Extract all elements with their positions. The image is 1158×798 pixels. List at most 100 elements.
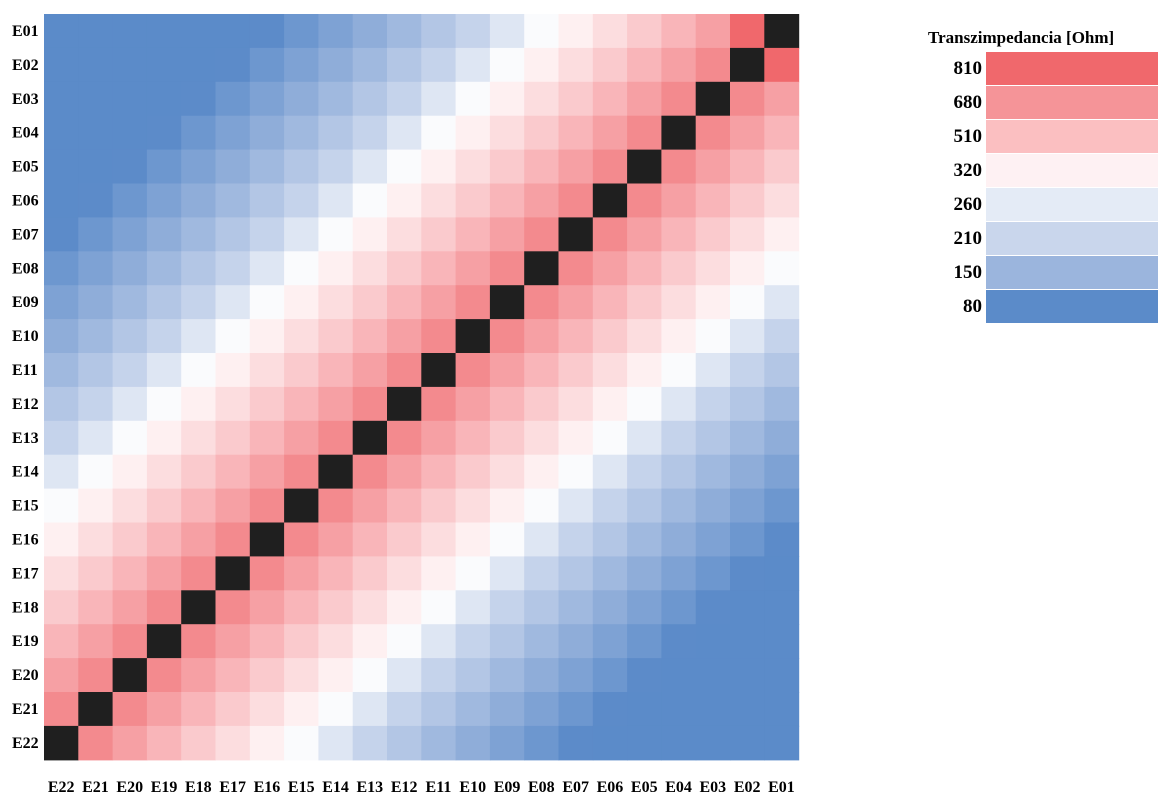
column-label-E18: E18 bbox=[185, 779, 212, 796]
heatmap-cell-E20-E22 bbox=[44, 658, 79, 693]
heatmap-cell-E13-E18 bbox=[181, 420, 217, 456]
heatmap-cell-E19-E06 bbox=[592, 624, 628, 659]
heatmap-cell-E10-E22 bbox=[44, 319, 79, 354]
heatmap-cell-E22-E15 bbox=[284, 725, 319, 761]
heatmap-cell-E12-E07 bbox=[558, 386, 594, 422]
heatmap-cell-E01-E16 bbox=[249, 14, 285, 49]
heatmap-cell-E22-E22 bbox=[44, 725, 79, 761]
heatmap-cell-E11-E10 bbox=[455, 353, 491, 388]
heatmap-cell-E03-E09 bbox=[489, 81, 525, 117]
heatmap-cell-E17-E06 bbox=[592, 556, 628, 591]
heatmap-cell-E03-E22 bbox=[44, 81, 79, 117]
heatmap-cell-E15-E19 bbox=[146, 488, 182, 524]
column-label-E22: E22 bbox=[48, 779, 75, 796]
heatmap-cell-E11-E17 bbox=[215, 353, 251, 388]
heatmap-cell-E15-E06 bbox=[592, 488, 628, 524]
row-label-E04: E04 bbox=[12, 125, 39, 142]
heatmap-cell-E05-E15 bbox=[284, 149, 319, 185]
heatmap-cell-E16-E16 bbox=[249, 522, 285, 557]
heatmap-cell-E22-E06 bbox=[592, 725, 628, 761]
heatmap-cell-E09-E12 bbox=[387, 285, 422, 320]
heatmap-cell-E19-E16 bbox=[249, 624, 285, 659]
row-labels: E01 E02 E03 E04 E05 E06 E07 E08 E09 E10 E11 E12 E13 E… bbox=[12, 23, 39, 752]
heatmap-cell-E03-E19 bbox=[146, 81, 182, 117]
heatmap-cell-E20-E05 bbox=[627, 658, 662, 693]
heatmap-cell-E17-E13 bbox=[352, 556, 388, 591]
legend-value: 320 bbox=[953, 159, 983, 181]
heatmap-cell-E05-E19 bbox=[146, 149, 182, 185]
heatmap-cell-E08-E12 bbox=[387, 251, 422, 286]
heatmap-cell-E14-E05 bbox=[627, 454, 662, 490]
heatmap-cell-E10-E04 bbox=[661, 319, 697, 354]
heatmap-cell-E09-E13 bbox=[352, 285, 388, 320]
heatmap-cell-E11-E04 bbox=[661, 353, 697, 388]
heatmap-cell-E22-E01 bbox=[764, 725, 800, 761]
heatmap-cell-E11-E15 bbox=[284, 353, 319, 388]
heatmap-cell-E18-E22 bbox=[44, 590, 79, 625]
legend-swatch bbox=[986, 120, 1158, 153]
heatmap-cell-E17-E11 bbox=[421, 556, 457, 591]
heatmap-cell-E06-E21 bbox=[78, 183, 114, 218]
legend-entry-210: 210 bbox=[928, 222, 1158, 255]
heatmap-cell-E08-E20 bbox=[112, 251, 148, 286]
heatmap-cell-E02-E05 bbox=[627, 47, 662, 83]
heatmap-cell-E14-E21 bbox=[78, 454, 114, 490]
heatmap-cell-E08-E06 bbox=[592, 251, 628, 286]
heatmap-cell-E16-E11 bbox=[421, 522, 457, 557]
heatmap-cell-E13-E20 bbox=[112, 420, 148, 456]
heatmap-cell-E16-E20 bbox=[112, 522, 148, 557]
heatmap-cell-E05-E14 bbox=[318, 149, 354, 185]
heatmap-cell-E01-E07 bbox=[558, 14, 594, 49]
heatmap-cell-E03-E17 bbox=[215, 81, 251, 117]
heatmap-cell-E04-E10 bbox=[455, 115, 491, 151]
heatmap-cell-E15-E14 bbox=[318, 488, 354, 524]
heatmap-cell-E12-E13 bbox=[352, 386, 388, 422]
heatmap-cell-E13-E16 bbox=[249, 420, 285, 456]
row-label-E15: E15 bbox=[12, 498, 39, 515]
heatmap-cell-E04-E14 bbox=[318, 115, 354, 151]
heatmap-cell-E04-E21 bbox=[78, 115, 114, 151]
heatmap-cell-E21-E14 bbox=[318, 692, 354, 727]
heatmap-cell-E22-E21 bbox=[78, 725, 114, 761]
heatmap-cell-E12-E04 bbox=[661, 386, 697, 422]
heatmap-cell-E14-E15 bbox=[284, 454, 319, 490]
heatmap-cell-E11-E08 bbox=[524, 353, 560, 388]
heatmap-cell-E04-E06 bbox=[592, 115, 628, 151]
row-label-E01: E01 bbox=[12, 23, 39, 40]
heatmap-cell-E01-E22 bbox=[44, 14, 79, 49]
heatmap-cell-E19-E04 bbox=[661, 624, 697, 659]
heatmap-cell-E17-E17 bbox=[215, 556, 251, 591]
heatmap-cell-E16-E09 bbox=[489, 522, 525, 557]
heatmap-cell-E10-E15 bbox=[284, 319, 319, 354]
heatmap-cell-E15-E10 bbox=[455, 488, 491, 524]
heatmap-cell-E18-E07 bbox=[558, 590, 594, 625]
heatmap-cell-E02-E09 bbox=[489, 47, 525, 83]
heatmap-cell-E13-E03 bbox=[695, 420, 731, 456]
heatmap-cell-E16-E19 bbox=[146, 522, 182, 557]
heatmap-cell-E14-E04 bbox=[661, 454, 697, 490]
heatmap-cell-E01-E09 bbox=[489, 14, 525, 49]
heatmap-cell-E16-E08 bbox=[524, 522, 560, 557]
heatmap-cell-E07-E20 bbox=[112, 217, 148, 252]
heatmap-cell-E06-E01 bbox=[764, 183, 800, 218]
heatmap-cell-E20-E06 bbox=[592, 658, 628, 693]
heatmap-cell-E08-E16 bbox=[249, 251, 285, 286]
heatmap-cell-E09-E11 bbox=[421, 285, 457, 320]
heatmap-cell-E01-E15 bbox=[284, 14, 319, 49]
heatmap-cell-E17-E19 bbox=[146, 556, 182, 591]
heatmap-cell-E09-E04 bbox=[661, 285, 697, 320]
heatmap-cell-E05-E04 bbox=[661, 149, 697, 185]
heatmap-cell-E03-E18 bbox=[181, 81, 217, 117]
legend-entry-150: 150 bbox=[928, 256, 1158, 289]
heatmap-cell-E04-E04 bbox=[661, 115, 697, 151]
heatmap-cell-E10-E12 bbox=[387, 319, 422, 354]
heatmap-cell-E03-E06 bbox=[592, 81, 628, 117]
heatmap-cell-E16-E18 bbox=[181, 522, 217, 557]
heatmap-cell-E11-E01 bbox=[764, 353, 800, 388]
heatmap-cell-E13-E11 bbox=[421, 420, 457, 456]
heatmap-cell-E16-E13 bbox=[352, 522, 388, 557]
heatmap-cell-E04-E19 bbox=[146, 115, 182, 151]
column-label-E15: E15 bbox=[288, 779, 315, 796]
heatmap-cell-E02-E15 bbox=[284, 47, 319, 83]
heatmap-cell-E12-E11 bbox=[421, 386, 457, 422]
